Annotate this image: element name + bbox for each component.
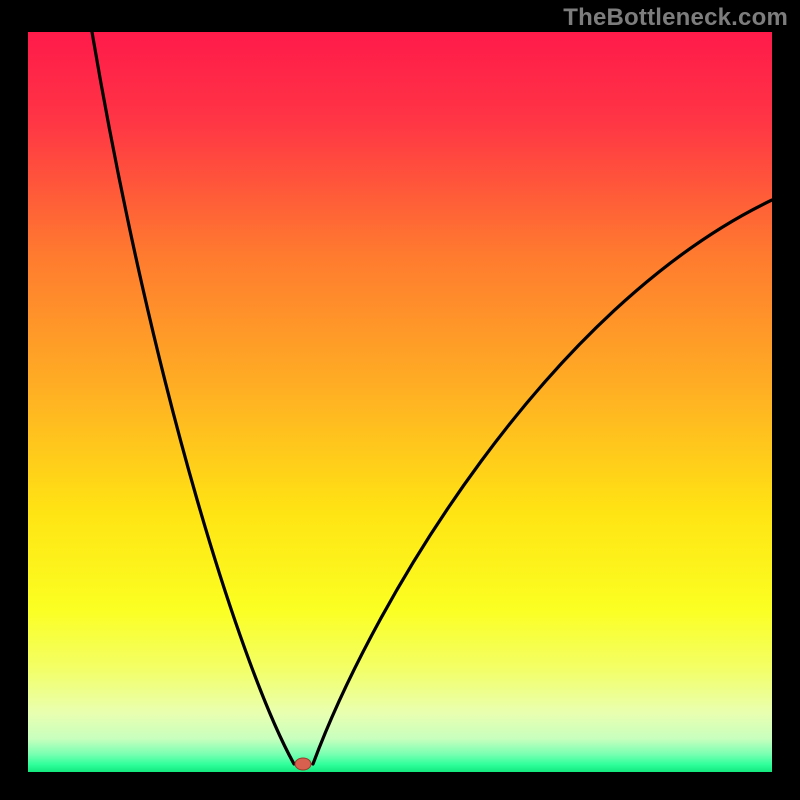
- curve-svg: [28, 32, 772, 772]
- minimum-marker: [295, 758, 311, 770]
- curve-left-branch: [92, 32, 294, 764]
- plot-area: [28, 32, 772, 772]
- watermark-text: TheBottleneck.com: [563, 4, 788, 32]
- chart-container: TheBottleneck.com: [0, 0, 800, 800]
- curve-right-branch: [313, 200, 772, 764]
